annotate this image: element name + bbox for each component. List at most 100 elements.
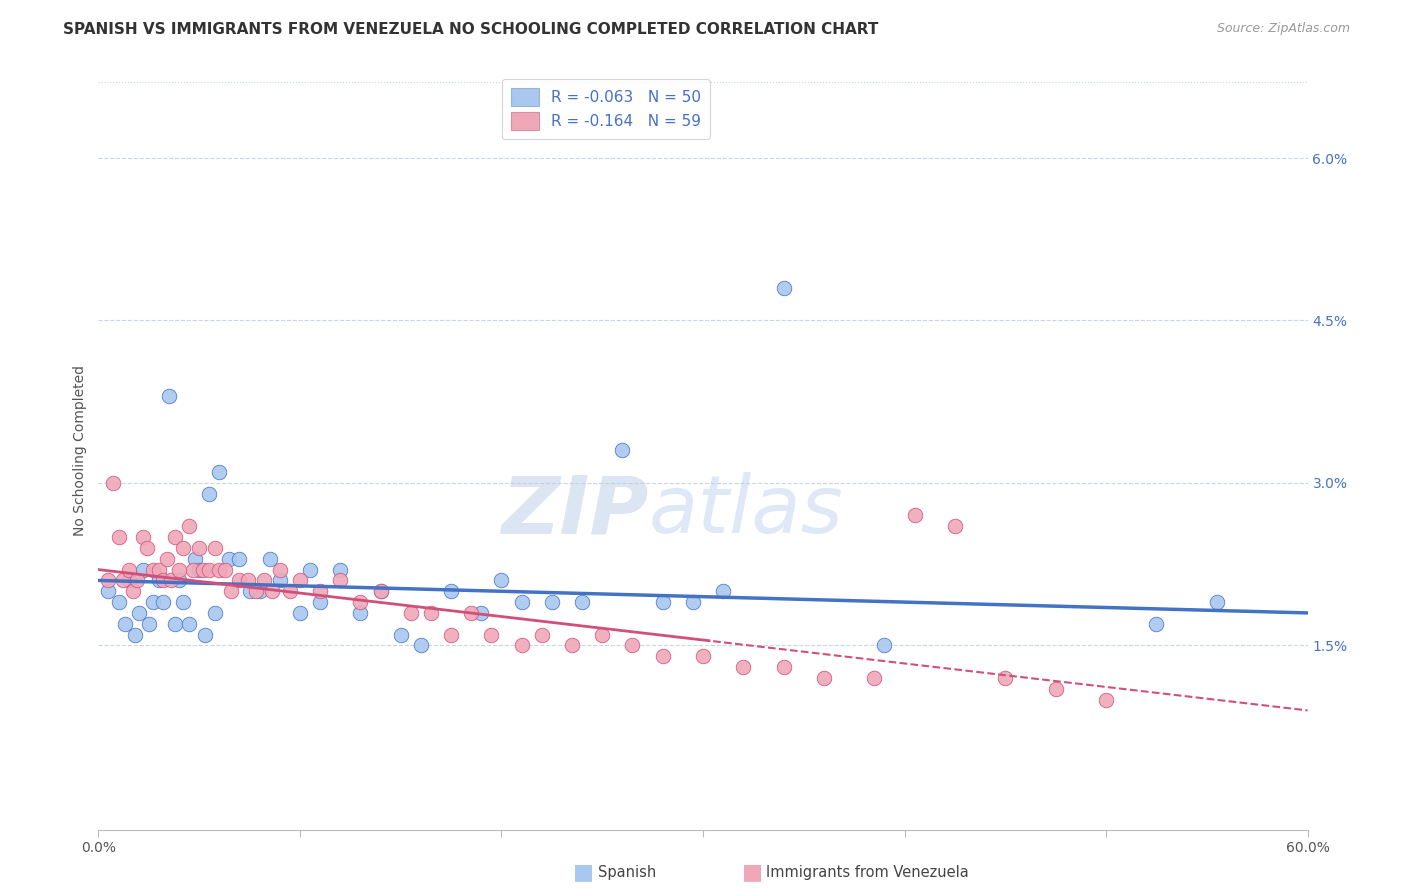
Point (510, 639, 533, 653)
Point (943, 519, 966, 533)
Point (245, 584, 267, 599)
Point (370, 584, 392, 599)
Point (118, 563, 141, 577)
Point (1095, 692, 1118, 706)
Point (309, 584, 332, 599)
Point (208, 563, 231, 577)
Point (142, 563, 165, 577)
Point (184, 551, 207, 566)
Point (571, 595, 593, 609)
Point (163, 530, 186, 544)
Point (193, 563, 215, 577)
Point (167, 574, 190, 588)
Point (269, 574, 291, 588)
Point (114, 616, 136, 631)
Point (107, 530, 129, 544)
Point (692, 649, 714, 664)
Point (111, 574, 134, 588)
Point (329, 563, 352, 577)
Point (682, 595, 704, 609)
Text: atlas: atlas (648, 472, 844, 550)
Text: ■: ■ (742, 863, 762, 882)
Point (167, 563, 190, 577)
Point (221, 584, 243, 599)
Point (188, 541, 211, 555)
Text: Spanish: Spanish (598, 865, 655, 880)
Point (228, 574, 250, 588)
Point (142, 595, 165, 609)
Point (299, 563, 322, 577)
Point (530, 627, 553, 641)
Point (132, 530, 155, 544)
Point (152, 595, 174, 609)
Point (121, 584, 143, 599)
Point (470, 606, 492, 620)
Point (148, 574, 170, 588)
Y-axis label: No Schooling Completed: No Schooling Completed (73, 365, 87, 536)
Point (370, 584, 392, 599)
Point (194, 627, 217, 641)
Point (157, 389, 180, 403)
Point (259, 551, 281, 566)
Point (1146, 616, 1168, 631)
Point (389, 627, 412, 641)
Text: ZIP: ZIP (501, 472, 648, 550)
Point (125, 574, 148, 588)
Text: SPANISH VS IMMIGRANTS FROM VENEZUELA NO SCHOOLING COMPLETED CORRELATION CHART: SPANISH VS IMMIGRANTS FROM VENEZUELA NO … (63, 22, 879, 37)
Point (118, 574, 141, 588)
Point (813, 671, 835, 685)
Point (160, 574, 183, 588)
Point (711, 584, 734, 599)
Point (148, 563, 170, 577)
Point (349, 606, 371, 620)
Point (440, 627, 463, 641)
Point (309, 595, 332, 609)
Point (163, 616, 186, 631)
Point (156, 551, 179, 566)
Point (228, 551, 250, 566)
Text: Immigrants from Venezuela: Immigrants from Venezuela (766, 865, 969, 880)
Point (135, 541, 157, 555)
Point (152, 574, 174, 588)
Point (198, 487, 221, 501)
Point (253, 574, 276, 588)
Text: ■: ■ (574, 863, 593, 882)
Point (208, 465, 231, 479)
Point (772, 660, 794, 674)
Point (172, 595, 194, 609)
Point (179, 616, 201, 631)
Point (440, 584, 463, 599)
Point (132, 563, 155, 577)
Point (204, 541, 226, 555)
Point (97, 584, 120, 599)
Point (236, 574, 259, 588)
Text: Source: ZipAtlas.com: Source: ZipAtlas.com (1216, 22, 1350, 36)
Point (904, 508, 927, 523)
Point (481, 627, 503, 641)
Point (138, 616, 160, 631)
Point (278, 584, 301, 599)
Point (621, 639, 644, 653)
Point (181, 563, 204, 577)
Point (107, 595, 129, 609)
Point (651, 649, 673, 664)
Point (288, 606, 311, 620)
Point (399, 606, 422, 620)
Legend: R = -0.063   N = 50, R = -0.164   N = 59: R = -0.063 N = 50, R = -0.164 N = 59 (502, 79, 710, 139)
Point (994, 671, 1017, 685)
Point (873, 639, 896, 653)
Point (612, 443, 634, 458)
Point (772, 281, 794, 295)
Point (1045, 681, 1067, 696)
Point (288, 574, 311, 588)
Point (349, 595, 371, 609)
Point (561, 639, 583, 653)
Point (733, 660, 755, 674)
Point (172, 541, 194, 555)
Point (540, 595, 562, 609)
Point (124, 627, 146, 641)
Point (460, 606, 482, 620)
Point (101, 475, 124, 490)
Point (1206, 595, 1229, 609)
Point (97, 574, 120, 588)
